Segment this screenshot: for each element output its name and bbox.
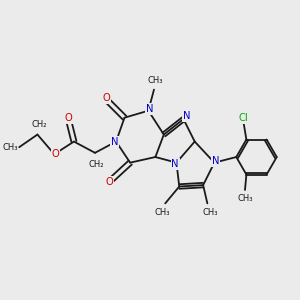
Text: CH₃: CH₃	[2, 143, 18, 152]
Text: N: N	[212, 156, 220, 166]
Text: N: N	[171, 159, 179, 169]
Text: Cl: Cl	[239, 113, 248, 123]
Text: O: O	[105, 177, 113, 187]
Text: CH₃: CH₃	[155, 208, 170, 217]
Text: CH₃: CH₃	[202, 208, 218, 217]
Text: N: N	[182, 111, 190, 121]
Text: N: N	[146, 104, 154, 114]
Text: CH₃: CH₃	[237, 194, 253, 203]
Text: O: O	[64, 113, 72, 123]
Text: N: N	[111, 136, 118, 147]
Text: O: O	[102, 93, 110, 103]
Text: CH₂: CH₂	[31, 120, 46, 129]
Text: CH₃: CH₃	[148, 76, 163, 85]
Text: O: O	[52, 149, 60, 159]
Text: CH₂: CH₂	[89, 160, 104, 169]
